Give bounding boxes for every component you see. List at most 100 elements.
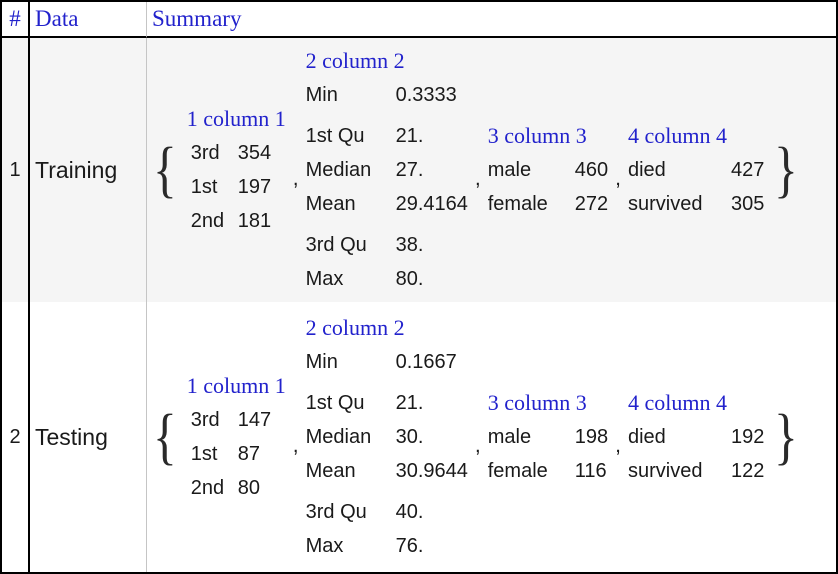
stat-row: Mean 30.9644 [306, 454, 468, 488]
summary-header-label: Summary [152, 6, 242, 31]
stat-row: male 460 [488, 153, 608, 187]
stat-row: 3rd Qu 38. [306, 228, 468, 262]
column-header-data[interactable]: Data [30, 2, 147, 38]
stat-row: Min 0.1667 [306, 345, 468, 379]
stat-row: female 116 [488, 454, 608, 488]
stat-row: Median 30. [306, 420, 468, 454]
stat-label: 1st Qu [305, 392, 365, 414]
stat-label: survived [627, 193, 703, 215]
stat-value: 29.4164 [395, 193, 468, 215]
stat-value: 40. [395, 501, 424, 523]
stat-label: 1st Qu [305, 125, 365, 147]
stat-label: 2nd [190, 477, 225, 499]
stat-value: 0.3333 [395, 84, 457, 106]
stat-label: male [487, 159, 532, 181]
stat-table-column-4: 4 column 4 died 427 survived 305 [628, 119, 764, 221]
stat-table-title[interactable]: 3 column 3 [487, 390, 587, 415]
stat-row: 1st Qu 21. [306, 386, 468, 420]
stat-value: 30. [395, 426, 424, 448]
stat-value: 87 [237, 443, 261, 465]
stat-value: 197 [237, 176, 272, 198]
stat-row: 1st 87 [191, 437, 286, 471]
stat-label: Max [305, 268, 344, 290]
stat-value: 30.9644 [395, 460, 468, 482]
stat-table-title[interactable]: 1 column 1 [186, 373, 286, 398]
row-2-index: 2 [2, 302, 30, 572]
row-1-summary-cell: { 1 column 1 3rd 354 1st 197 2nd 181 , 2 co… [147, 38, 836, 302]
stat-row: Min 0.3333 [306, 78, 468, 112]
stat-table-column-2: 2 column 2 Min 0.1667 1st Qu 21. Median 30.… [306, 311, 468, 563]
stat-value: 80 [237, 477, 261, 499]
separator-comma: , [292, 167, 299, 190]
stat-label: 3rd [190, 142, 220, 164]
stat-row: survived 122 [628, 454, 764, 488]
separator-comma: , [292, 434, 299, 457]
stat-table-title[interactable]: 3 column 3 [487, 123, 587, 148]
open-brace: { [152, 403, 177, 471]
stat-table-column-3: 3 column 3 male 460 female 272 [488, 119, 608, 221]
stat-label: 1st [190, 443, 218, 465]
stat-value: 116 [574, 460, 607, 482]
stat-label: Min [305, 84, 338, 106]
stat-label: 3rd Qu [305, 501, 367, 523]
stat-label: 2nd [190, 210, 225, 232]
close-brace: } [774, 403, 799, 471]
stat-value: 38. [395, 234, 424, 256]
row-1-index: 1 [2, 38, 30, 302]
stat-value: 272 [574, 193, 609, 215]
column-header-index[interactable]: # [2, 2, 30, 38]
row-2-summary-cell: { 1 column 1 3rd 147 1st 87 2nd 80 , 2 colu… [147, 302, 836, 572]
stat-table-column-1: 1 column 1 3rd 147 1st 87 2nd 80 [187, 369, 286, 505]
stat-label: died [627, 426, 666, 448]
stat-table-column-1: 1 column 1 3rd 354 1st 197 2nd 181 [187, 102, 286, 238]
stat-table-column-3: 3 column 3 male 198 female 116 [488, 386, 608, 488]
stat-row: female 272 [488, 187, 608, 221]
stat-row: 2nd 80 [191, 471, 286, 505]
stat-table-title[interactable]: 2 column 2 [305, 48, 405, 73]
stat-row: 1st 197 [191, 170, 286, 204]
stat-row: died 427 [628, 153, 764, 187]
open-brace: { [152, 136, 177, 204]
stat-label: Max [305, 535, 344, 557]
stat-table-title[interactable]: 4 column 4 [627, 123, 727, 148]
stat-label: Mean [305, 460, 356, 482]
stat-table-column-2: 2 column 2 Min 0.3333 1st Qu 21. Median 27.… [306, 44, 468, 296]
stat-row: 1st Qu 21. [306, 119, 468, 153]
stat-table-title[interactable]: 4 column 4 [627, 390, 727, 415]
stat-row: male 198 [488, 420, 608, 454]
stat-label: female [487, 193, 548, 215]
stat-value: 0.1667 [395, 351, 457, 373]
stat-value: 181 [237, 210, 272, 232]
stat-value: 354 [237, 142, 272, 164]
close-brace: } [774, 136, 799, 204]
stat-row: 2nd 181 [191, 204, 286, 238]
stat-table-title[interactable]: 2 column 2 [305, 315, 405, 340]
stat-value: 460 [574, 159, 609, 181]
stat-row: 3rd 354 [191, 136, 286, 170]
stat-value: 76. [395, 535, 424, 557]
stat-row: died 192 [628, 420, 764, 454]
separator-comma: , [615, 167, 621, 190]
stat-label: died [627, 159, 666, 181]
row-2-data-cell[interactable]: Testing [30, 302, 147, 572]
row-1-data-cell[interactable]: Training [30, 38, 147, 302]
stat-row: survived 305 [628, 187, 764, 221]
separator-comma: , [474, 434, 481, 457]
stat-label: Min [305, 351, 338, 373]
stat-row: 3rd Qu 40. [306, 495, 468, 529]
column-header-summary[interactable]: Summary [147, 2, 836, 38]
stat-row: Mean 29.4164 [306, 187, 468, 221]
stat-label: 3rd Qu [305, 234, 367, 256]
stat-label: male [487, 426, 532, 448]
index-header-label: # [9, 6, 21, 31]
stat-value: 147 [237, 409, 272, 431]
stat-row: Max 76. [306, 529, 468, 563]
separator-comma: , [474, 167, 481, 190]
stat-value: 305 [730, 193, 765, 215]
stat-table-column-4: 4 column 4 died 192 survived 122 [628, 386, 764, 488]
stat-row: 3rd 147 [191, 403, 286, 437]
separator-comma: , [615, 434, 621, 457]
stat-value: 192 [730, 426, 765, 448]
stat-table-title[interactable]: 1 column 1 [186, 106, 286, 131]
